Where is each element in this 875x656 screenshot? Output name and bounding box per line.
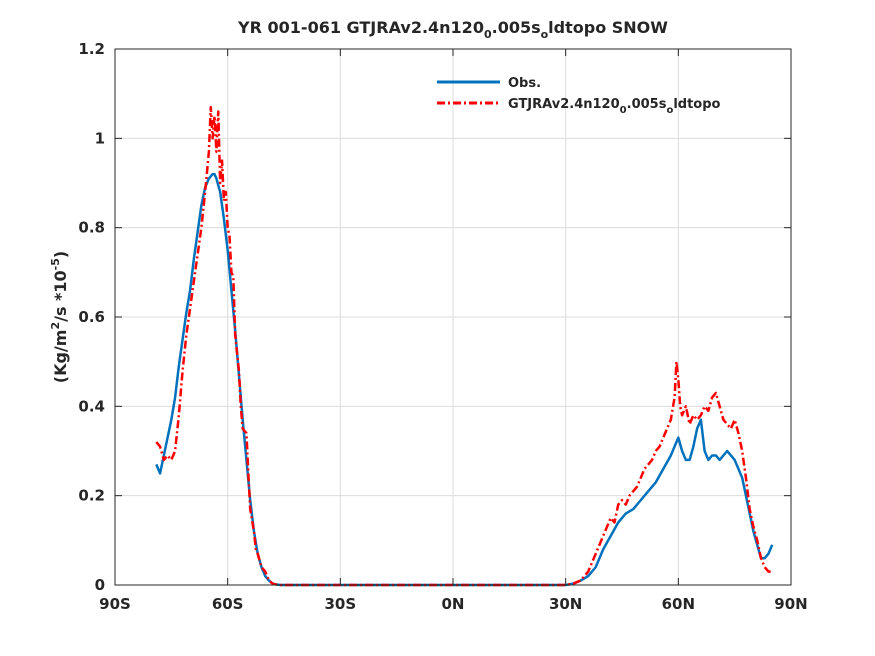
- x-tick-label: 30S: [324, 595, 356, 613]
- ylabel-part-2: /s *10: [51, 270, 70, 322]
- y-tick-label: 0.6: [78, 308, 105, 326]
- y-tick-label: 1: [95, 129, 105, 147]
- title-subscript-2: o: [541, 28, 549, 41]
- y-tick-label: 0.4: [78, 397, 105, 415]
- legend-model-part-3: ldtopo: [673, 97, 720, 112]
- series-line-model: [155, 105, 773, 587]
- title-part-2: .005s: [492, 18, 541, 37]
- legend-model-part-2: .005s: [627, 97, 667, 112]
- legend: Obs. GTJRAv2.4n1200.005soldtopo: [437, 76, 721, 116]
- legend-label-obs: Obs.: [508, 76, 541, 91]
- x-tick-label: 90S: [99, 595, 131, 613]
- x-tick-label: 0N: [442, 595, 465, 613]
- chart-title: YR 001-061 GTJRAv2.4n1200.005soldtopo SN…: [237, 18, 668, 41]
- ylabel-part-1: (Kg/m: [51, 330, 70, 384]
- title-subscript-1: 0: [484, 28, 492, 41]
- y-tick-label: 0.2: [78, 487, 105, 505]
- x-tick-label: 90N: [774, 595, 807, 613]
- legend-model-subscript-1: 0: [620, 105, 627, 116]
- y-tick-label: 0.8: [78, 219, 105, 237]
- y-tick-label: 0: [95, 576, 105, 594]
- x-tick-label: 30N: [549, 595, 582, 613]
- ticks: 90S 60S 30S 0N 30N 60N 90N 0 0.2 0.4 0.6 0.8 1 1.2: [78, 40, 807, 613]
- legend-model-part-1: GTJRAv2.4n120: [508, 97, 620, 112]
- y-tick-label: 1.2: [78, 40, 105, 58]
- ylabel-part-3: ): [51, 251, 70, 258]
- x-tick-label: 60N: [662, 595, 695, 613]
- legend-model-subscript-2: o: [666, 105, 673, 116]
- title-part-3: ldtopo SNOW: [548, 18, 668, 37]
- ylabel-superscript-2: -5: [49, 258, 62, 270]
- y-axis-label: (Kg/m2/s *10-5): [49, 251, 70, 383]
- x-tick-label: 60S: [212, 595, 244, 613]
- ylabel-superscript-1: 2: [49, 322, 62, 330]
- title-part-1: YR 001-061 GTJRAv2.4n120: [237, 18, 484, 37]
- legend-label-model: GTJRAv2.4n1200.005soldtopo: [508, 97, 721, 116]
